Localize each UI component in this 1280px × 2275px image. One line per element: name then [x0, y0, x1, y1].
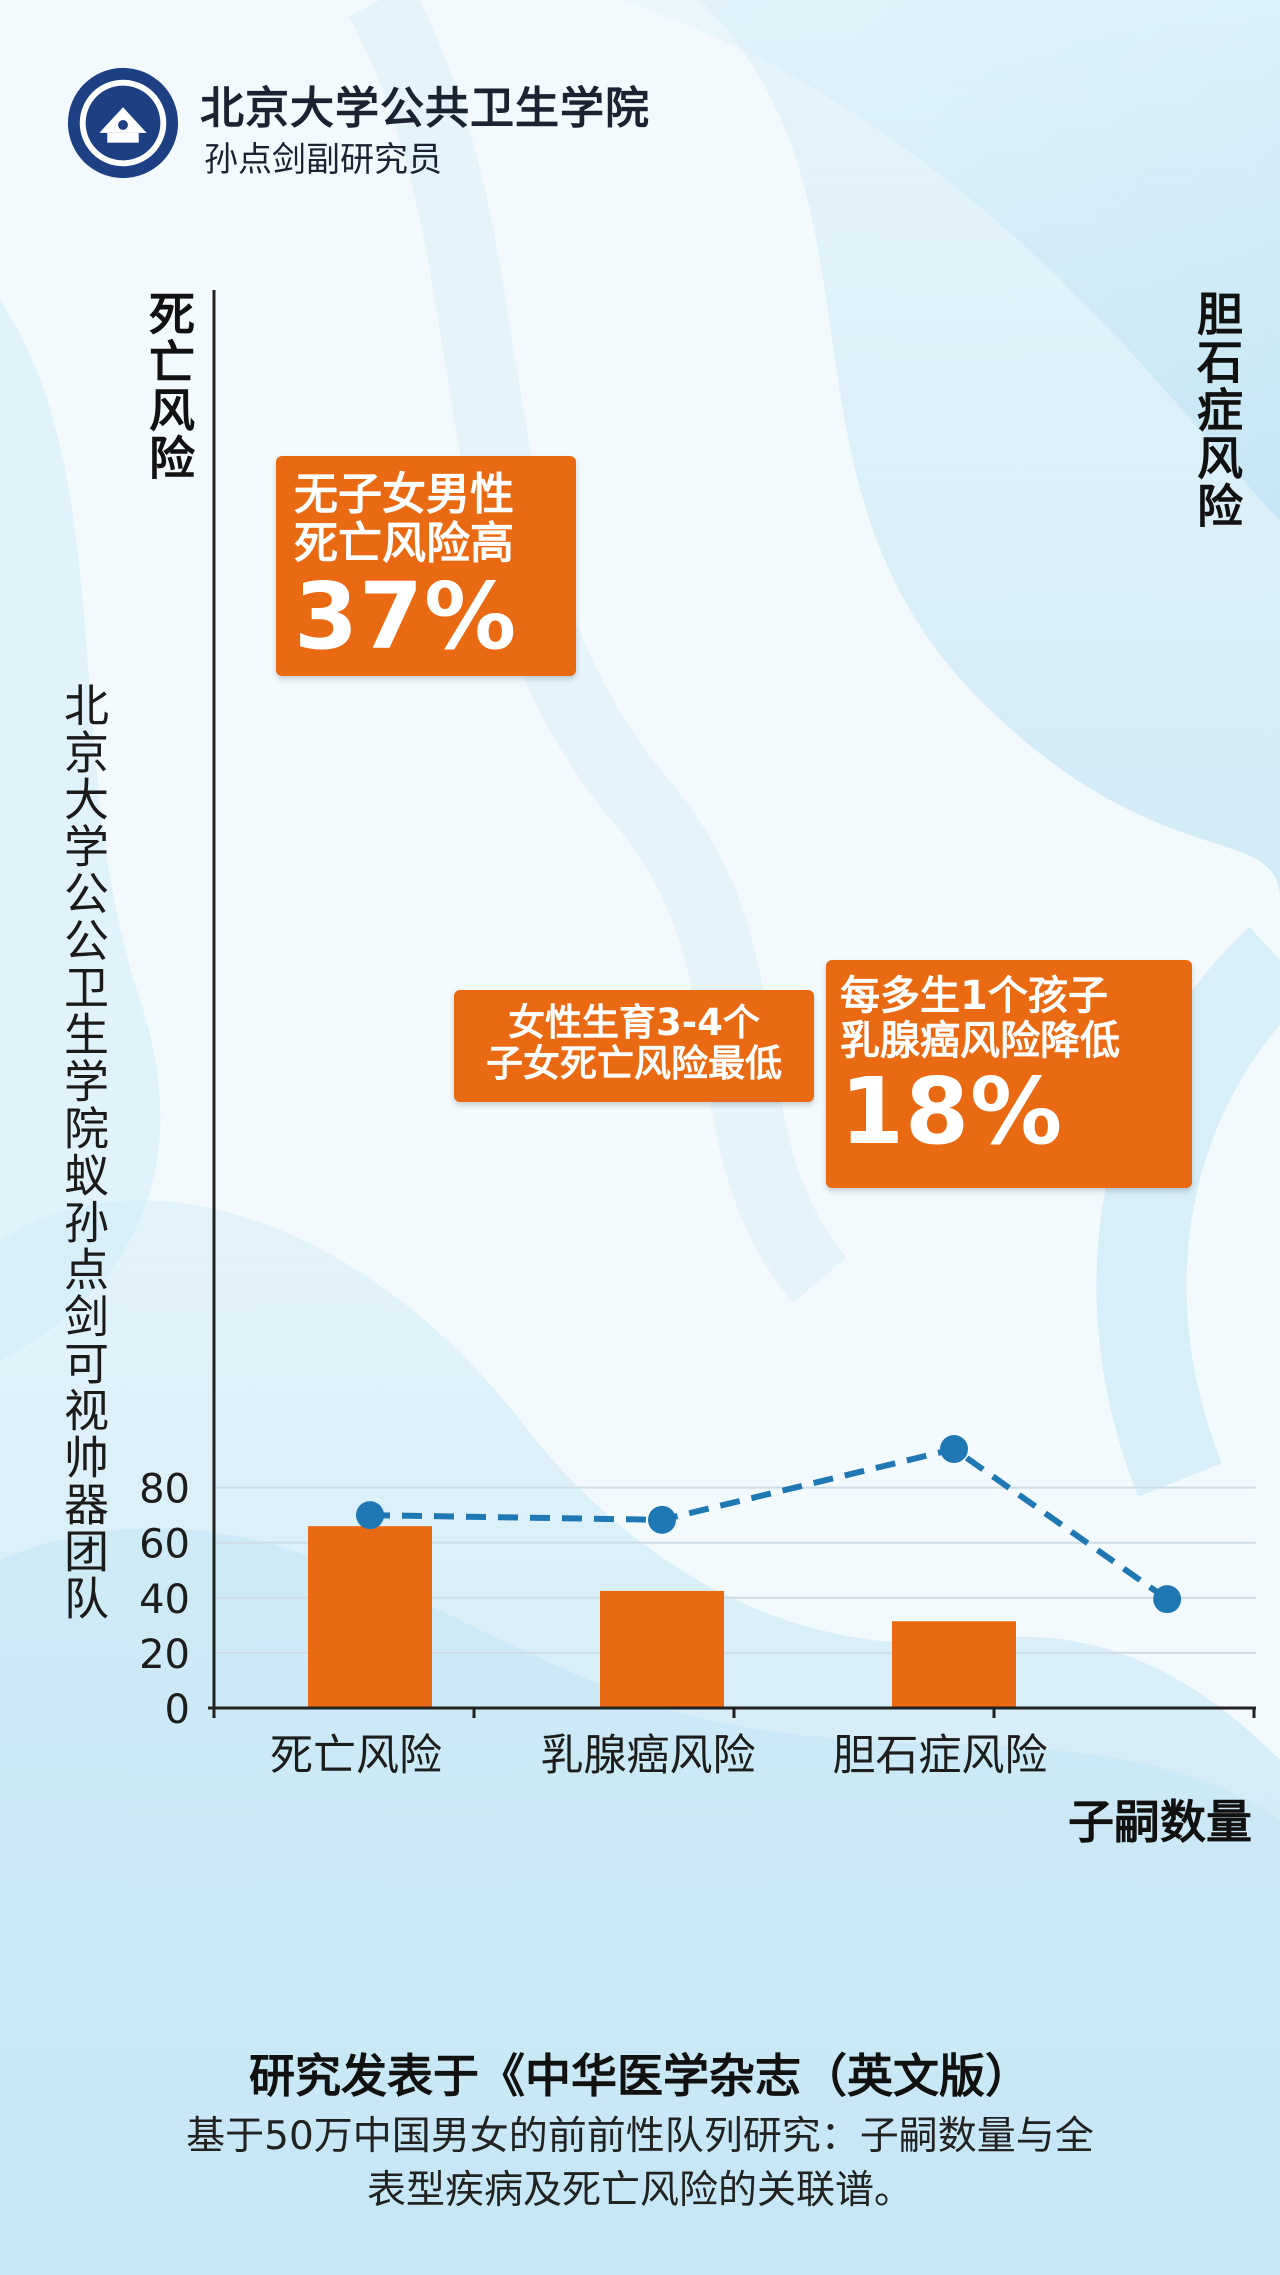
y-tick-label: 0 [165, 1687, 190, 1733]
callout-3-value: 18% [840, 1057, 1064, 1165]
x-tick-label: 胆石症风险 [833, 1731, 1048, 1781]
x-tick-label: 死亡风险 [270, 1731, 442, 1781]
callout-breast-cancer: 每多生1个孩子 乳腺癌风险降低 18% [826, 960, 1192, 1188]
bar [892, 1621, 1016, 1708]
callout-3-line2: 乳腺癌风险降低 [840, 1017, 1120, 1064]
y-axis-label: 死亡风险 [142, 290, 196, 482]
university-seal-logo [67, 67, 179, 179]
callout-1-line1: 无子女男性 [294, 469, 514, 520]
line-point [1153, 1585, 1182, 1614]
x-axis-label: 子嗣数量 [1068, 1795, 1252, 1849]
bar [308, 1526, 432, 1708]
footer-description: 基于50万中国男女的前前性队列研究：子嗣数量与全 表型疾病及死亡风险的关联谱。 [110, 2110, 1170, 2218]
y-tick-label: 80 [139, 1467, 190, 1513]
line-point [648, 1505, 676, 1534]
callout-2-line2: 子女死亡风险最低 [486, 1042, 782, 1086]
y-axis-label-right: 胆石症风险 [1190, 290, 1244, 530]
risk-line [356, 1435, 1182, 1614]
callout-women-3-4-children: 女性生育3-4个 子女死亡风险最低 [454, 990, 814, 1102]
callout-1-line2: 死亡风险高 [294, 518, 514, 570]
institution-name: 北京大学公共卫生学院 [200, 83, 650, 134]
line-point [940, 1435, 968, 1464]
y-tick-label: 40 [139, 1577, 190, 1623]
line-point [356, 1501, 384, 1530]
bar [600, 1590, 724, 1708]
tick-labels: 0 20 40 60 80 死亡风险 乳腺癌风险 胆石症风险 [139, 1467, 1047, 1781]
callout-3-line1: 每多生1个孩子 [840, 973, 1108, 1019]
footer-title: 研究发表于《中华医学杂志（英文版） [249, 2049, 1031, 2103]
callout-1-value: 37% [294, 562, 518, 670]
callout-2-line1: 女性生育3-4个 [508, 1001, 760, 1044]
side-credit-text: 北京大学公公卫生学院蚁孙点剑可视帅器团队 [56, 682, 109, 1622]
footer-desc-line1: 基于50万中国男女的前前性队列研究：子嗣数量与全 [186, 2114, 1094, 2159]
x-tick-label: 乳腺癌风险 [541, 1731, 756, 1781]
y-tick-label: 60 [139, 1522, 190, 1568]
y-tick-label: 20 [139, 1632, 190, 1678]
callout-childless-men: 无子女男性 死亡风险高 37% [276, 456, 576, 676]
axes [208, 290, 1256, 1718]
bars [308, 1526, 1016, 1708]
footer-desc-line2: 表型疾病及死亡风险的关联谱。 [366, 2167, 913, 2213]
researcher-title: 孙点剑副研究员 [204, 140, 442, 180]
series-line [369, 1445, 1169, 1602]
